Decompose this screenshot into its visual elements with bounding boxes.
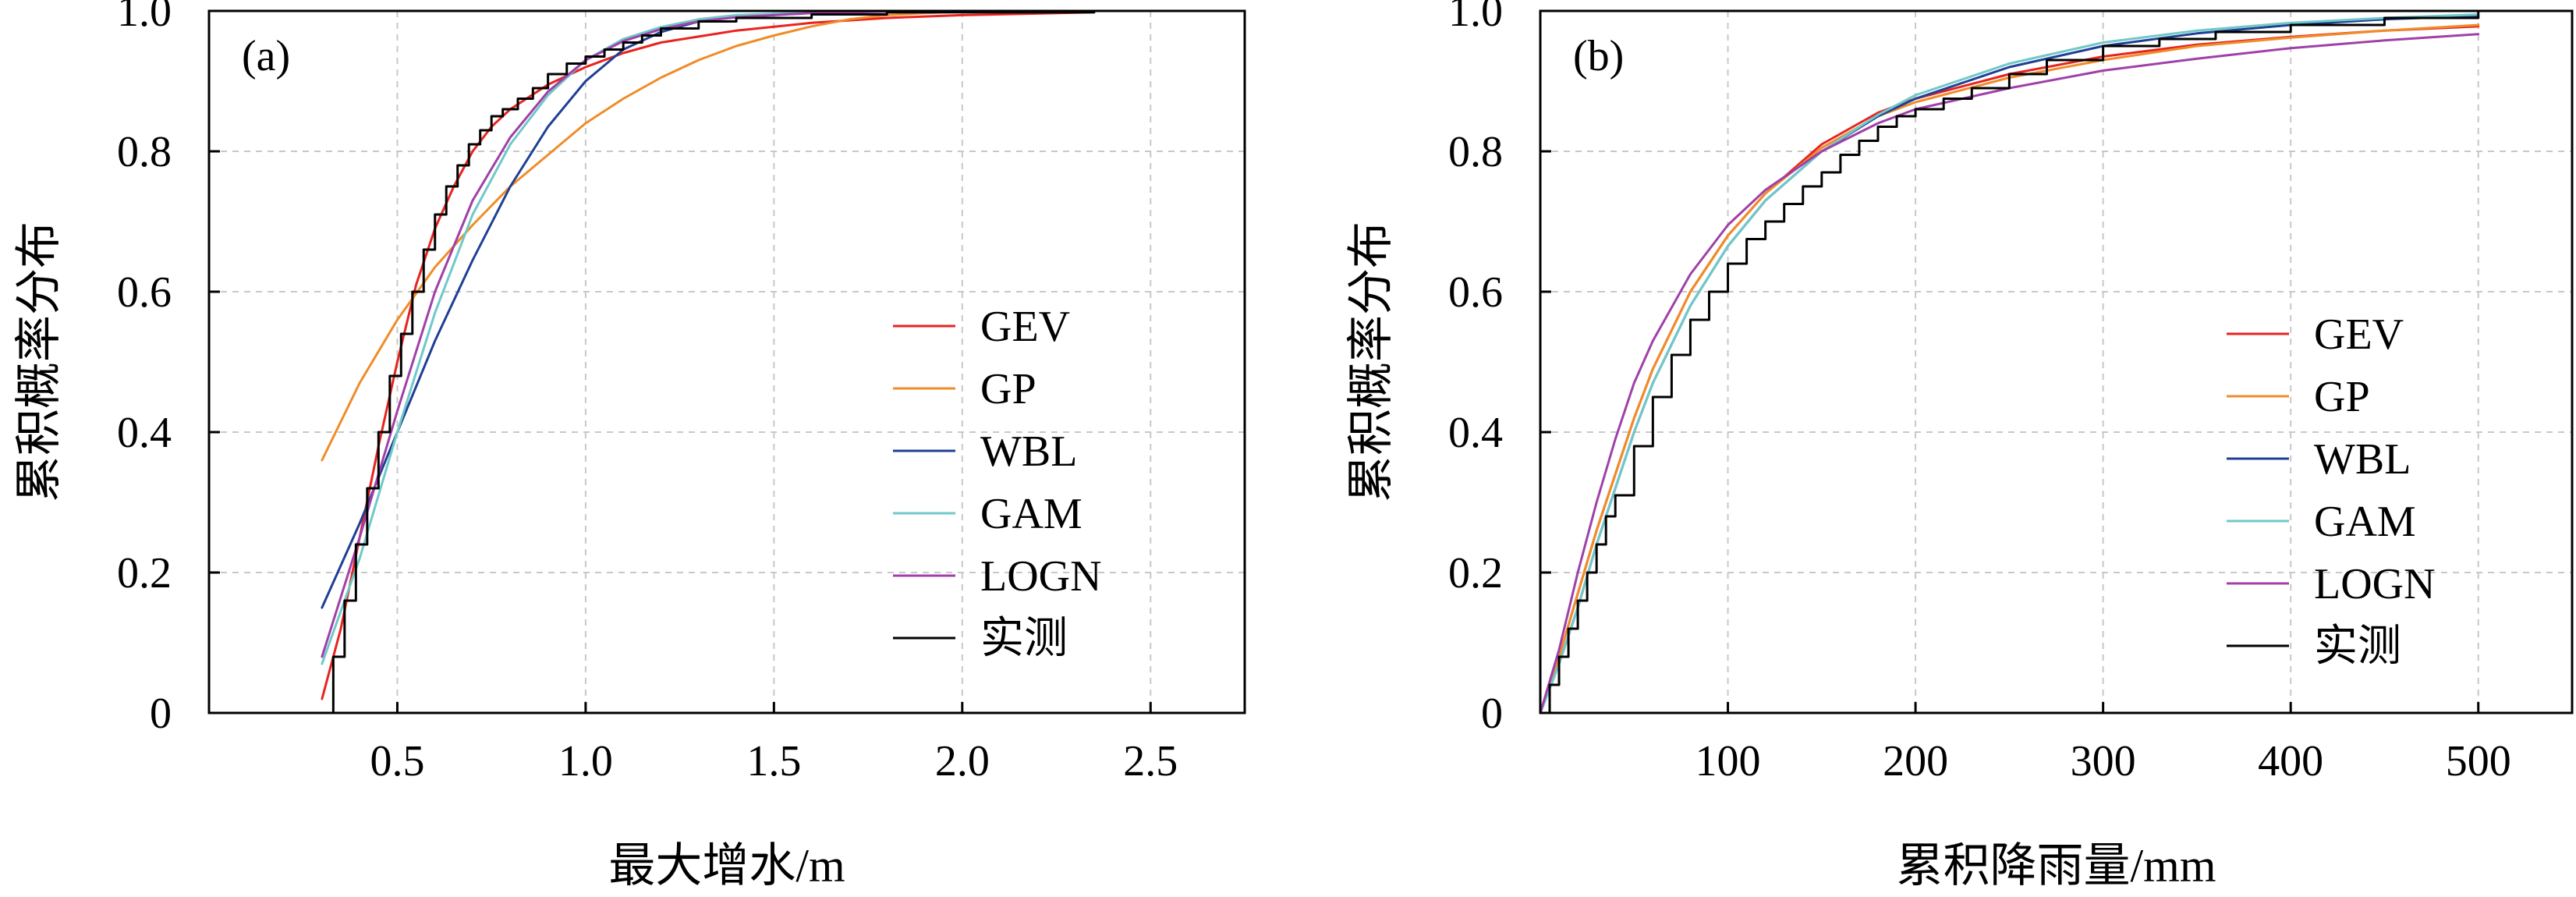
legend-label: LOGN [2314, 560, 2436, 608]
y-tick-label: 0.6 [117, 268, 172, 317]
panel-b: 0 0.2 0.4 0.6 0.8 1.0 100 200 300 400 500 累积降雨量/mm 累… [1345, 0, 2574, 892]
x-tick-label: 2.0 [935, 737, 990, 785]
y-tick-label: 0 [150, 690, 172, 738]
legend-label: GEV [2314, 310, 2404, 359]
x-tick-label: 100 [1695, 737, 1761, 785]
legend-label: GEV [980, 303, 1070, 351]
series-line-a-4 [321, 10, 888, 658]
x-tick-label: 2.5 [1123, 737, 1178, 785]
series-line-a-5 [321, 9, 1096, 714]
x-tick-label: 1.5 [746, 737, 801, 785]
y-tick-label: 0 [1481, 690, 1503, 738]
legend-label: GP [2314, 373, 2370, 421]
y-tick-label: 1.0 [1448, 0, 1503, 36]
panel-a: 0 0.2 0.4 0.6 0.8 1.0 0.5 1.0 1.5 2.0 2.5 最大增水/m 累积概… [13, 0, 1246, 892]
x-axis-label: 最大增水/m [608, 840, 845, 892]
y-tick-label: 0.8 [117, 128, 172, 176]
x-tick-label: 200 [1883, 737, 1948, 785]
legend-label: 实测 [980, 615, 1068, 663]
y-tick-label: 1.0 [117, 0, 172, 36]
x-tick-label: 300 [2071, 737, 2136, 785]
x-tick-label: 1.0 [558, 737, 613, 785]
series-line-a-3 [321, 9, 888, 665]
y-tick-label: 0.6 [1448, 268, 1503, 317]
x-tick-label: 0.5 [370, 737, 424, 785]
x-tick-label: 400 [2258, 737, 2323, 785]
legend-label: WBL [2314, 435, 2411, 484]
legend-label: LOGN [980, 552, 1102, 601]
series-line-b-5 [1539, 9, 2480, 714]
legend-label: WBL [980, 427, 1077, 476]
y-tick-label: 0.2 [1448, 549, 1503, 597]
x-tick-label: 500 [2446, 737, 2511, 785]
y-axis-label: 累积概率分布 [13, 222, 65, 502]
plot-frame [1539, 9, 2574, 714]
panel-label: (a) [242, 32, 290, 80]
legend-label: 实测 [2314, 622, 2401, 671]
series-line-b-4 [1539, 33, 2480, 714]
series-line-a-2 [321, 9, 964, 609]
series-line-a-0 [321, 11, 1096, 700]
series-line-a-1 [321, 10, 964, 462]
series-line-b-1 [1539, 23, 2480, 714]
y-tick-label: 0.8 [1448, 128, 1503, 176]
y-tick-label: 0.2 [117, 549, 172, 597]
y-tick-label: 0.4 [117, 409, 172, 457]
plot-frame [207, 9, 1246, 714]
y-axis-label: 累积概率分布 [1345, 222, 1397, 502]
x-axis-label: 累积降雨量/mm [1896, 840, 2216, 892]
y-tick-label: 0.4 [1448, 409, 1503, 457]
series-line-b-0 [1539, 25, 2480, 714]
legend-label: GAM [980, 490, 1082, 538]
legend-label: GP [980, 365, 1036, 413]
legend-label: GAM [2314, 498, 2416, 546]
panel-label: (b) [1573, 32, 1624, 80]
